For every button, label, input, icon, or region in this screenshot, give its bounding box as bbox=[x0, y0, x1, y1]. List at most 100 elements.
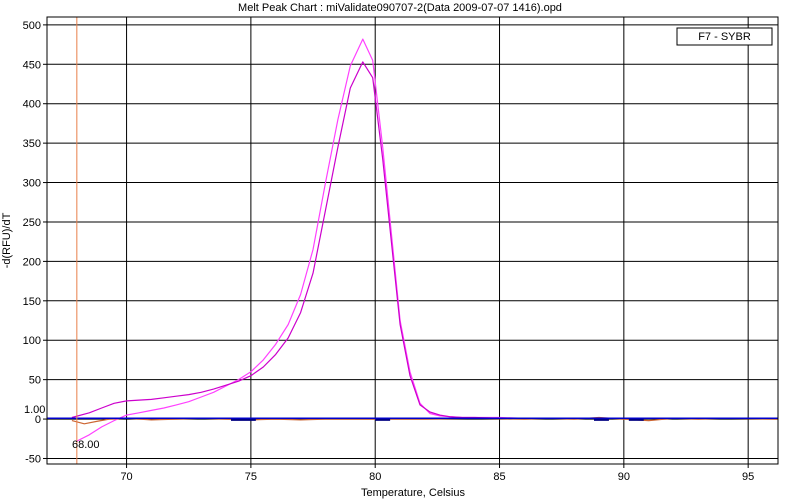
series-2-point-0 bbox=[71, 420, 72, 421]
series-1-point-25 bbox=[382, 158, 383, 159]
series-0-point-20 bbox=[325, 182, 326, 183]
series-0-point-15 bbox=[263, 359, 264, 360]
y-tick-label-11: 500 bbox=[23, 20, 41, 32]
series-0-point-6 bbox=[151, 410, 152, 411]
series-0-point-21 bbox=[337, 119, 338, 120]
series-0-point-23 bbox=[362, 38, 363, 39]
series-0-point-14 bbox=[250, 371, 251, 372]
series-1-point-13 bbox=[238, 381, 239, 382]
y-tick-label-6: 250 bbox=[23, 217, 41, 229]
x-tick-label-2: 80 bbox=[369, 471, 381, 483]
series-1-point-22 bbox=[350, 87, 351, 88]
series-0-point-25 bbox=[382, 146, 383, 147]
series-1-point-10 bbox=[201, 392, 202, 393]
series-1-point-27 bbox=[399, 324, 400, 325]
series-1-point-26 bbox=[392, 253, 393, 254]
series-0-point-17 bbox=[288, 324, 289, 325]
series-0-point-4 bbox=[126, 415, 127, 416]
series-0-point-9 bbox=[188, 401, 189, 402]
y-tick-label-10: 450 bbox=[23, 59, 41, 71]
series-0 bbox=[76, 38, 778, 442]
series-0-point-3 bbox=[114, 420, 115, 421]
series-1-point-32 bbox=[449, 416, 450, 417]
series-1-point-6 bbox=[151, 399, 152, 400]
series-0-point-7 bbox=[163, 407, 164, 408]
chart-title: Melt Peak Chart : miValidate090707-2(Dat… bbox=[238, 2, 562, 14]
series-1-point-29 bbox=[419, 404, 420, 405]
x-tick-label-5: 95 bbox=[742, 471, 754, 483]
series-2-point-11 bbox=[300, 419, 301, 420]
y-tick-label-8: 350 bbox=[23, 138, 41, 150]
series-0-point-30 bbox=[429, 413, 430, 414]
series-1-point-21 bbox=[337, 146, 338, 147]
series-1-point-12 bbox=[225, 385, 226, 386]
series-1-point-17 bbox=[288, 337, 289, 338]
series-1-point-5 bbox=[138, 400, 139, 401]
y-tick-label-9: 400 bbox=[23, 99, 41, 111]
series-1-line bbox=[71, 61, 778, 419]
x-tick-label-0: 70 bbox=[120, 471, 132, 483]
x-tick-label-4: 90 bbox=[618, 471, 630, 483]
series-1-point-20 bbox=[325, 210, 326, 211]
series-1-point-28 bbox=[409, 375, 410, 376]
series-1-point-3 bbox=[114, 403, 115, 404]
y-tick-label-4: 150 bbox=[23, 296, 41, 308]
series-1-point-24 bbox=[372, 77, 373, 78]
marker-label: 68.00 bbox=[72, 439, 100, 451]
y-tick-label-1: 0 bbox=[35, 414, 41, 426]
y-axis-label: -d(RFU)/dT bbox=[1, 212, 13, 268]
series-2-point-2 bbox=[96, 421, 97, 422]
series-0-point-1 bbox=[89, 434, 90, 435]
series-1-point-8 bbox=[176, 396, 177, 397]
y-tick-label-0: -50 bbox=[25, 453, 41, 465]
grid-lines bbox=[47, 17, 778, 464]
series-0-point-22 bbox=[350, 65, 351, 66]
series-0-point-10 bbox=[201, 396, 202, 397]
series-0-line bbox=[76, 38, 778, 442]
series-0-point-11 bbox=[213, 392, 214, 393]
series-1-point-14 bbox=[250, 375, 251, 376]
series-1-point-2 bbox=[101, 407, 102, 408]
series-2-point-5 bbox=[151, 419, 152, 420]
series-1-point-18 bbox=[300, 312, 301, 313]
series-1-point-9 bbox=[188, 394, 189, 395]
series-2-point-21 bbox=[648, 420, 649, 421]
series-1-point-7 bbox=[163, 397, 164, 398]
data-series bbox=[47, 38, 779, 442]
series-1-point-4 bbox=[126, 400, 127, 401]
series-3 bbox=[47, 417, 778, 420]
x-tick-label-1: 75 bbox=[245, 471, 257, 483]
axis-ticks: -50 0 50 100 150 200 250 300 350 400 450 500 70 75 80 8… bbox=[23, 20, 755, 483]
legend[interactable]: F7 - SYBR bbox=[676, 27, 773, 46]
series-1-point-19 bbox=[312, 273, 313, 274]
series-0-point-24 bbox=[372, 60, 373, 61]
series-2-point-1 bbox=[84, 423, 85, 424]
x-tick-label-3: 85 bbox=[493, 471, 505, 483]
series-0-point-19 bbox=[312, 249, 313, 250]
series-0-point-5 bbox=[138, 412, 139, 413]
plot-area-border bbox=[46, 16, 779, 465]
series-1-point-15 bbox=[263, 366, 264, 367]
series-1-point-30 bbox=[429, 411, 430, 412]
series-1-point-23 bbox=[362, 61, 363, 62]
series-0-point-18 bbox=[300, 294, 301, 295]
series-0-point-2 bbox=[101, 426, 102, 427]
y-tick-label-5: 200 bbox=[23, 256, 41, 268]
series-1-point-1 bbox=[89, 412, 90, 413]
series-1-point-31 bbox=[439, 415, 440, 416]
series-0-point-8 bbox=[176, 404, 177, 405]
legend-label: F7 - SYBR bbox=[698, 31, 751, 43]
series-0-point-13 bbox=[238, 379, 239, 380]
x-axis-label: Temperature, Celsius bbox=[361, 487, 465, 499]
y-tick-label-3: 100 bbox=[23, 335, 41, 347]
series-1-point-11 bbox=[213, 389, 214, 390]
series-1-point-16 bbox=[275, 354, 276, 355]
y-tick-label-7: 300 bbox=[23, 178, 41, 190]
legend-box bbox=[676, 27, 773, 46]
series-0-point-16 bbox=[275, 344, 276, 345]
y-tick-label-2: 50 bbox=[29, 375, 41, 387]
threshold-label: 1.00 bbox=[24, 404, 45, 416]
series-1 bbox=[71, 61, 778, 419]
